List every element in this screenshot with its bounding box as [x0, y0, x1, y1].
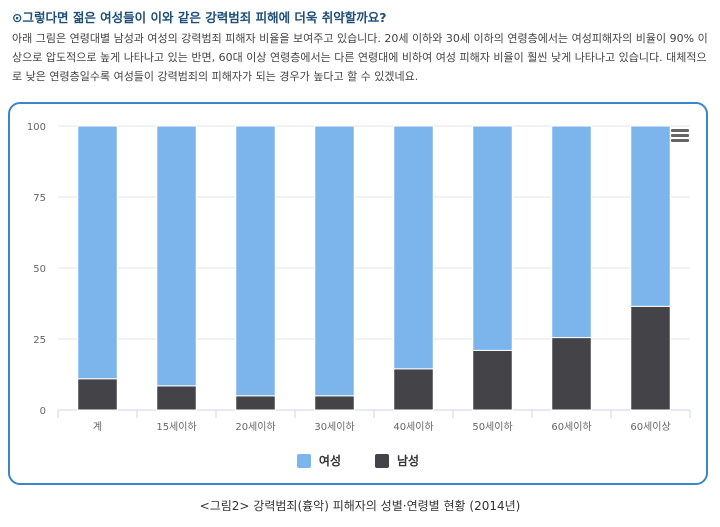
- legend-item[interactable]: 남성: [375, 452, 419, 469]
- legend-item[interactable]: 여성: [296, 452, 341, 469]
- y-tick-label: 25: [33, 335, 46, 346]
- figure-caption: <그림2> 강력범죄(흉악) 피해자의 성별·연령별 현황 (2014년): [199, 499, 521, 513]
- intro-paragraph: 아래 그림은 연령대별 남성과 여성의 강력범죄 피해자 비율을 보여주고 있습…: [12, 32, 708, 83]
- chart-container: 0 25 50 75 100 계 15세이하 20세이하 30세이하 40세이하 50세이하 60세이…: [8, 102, 708, 485]
- bar-segment: [156, 125, 197, 387]
- legend-label: 남성: [397, 454, 420, 468]
- x-tick-label: 15세이하: [156, 420, 196, 433]
- y-tick-label: 100: [27, 122, 46, 133]
- bar-segment: [551, 125, 592, 339]
- x-tick-label: 20세이하: [235, 420, 275, 433]
- bar-segment: [314, 125, 355, 397]
- section-heading: ⊙그렇다면 젊은 여성들이 이와 같은 강력범죄 피해에 더욱 취약할까요?: [12, 10, 387, 25]
- bar-segment: [156, 385, 197, 411]
- bar-segment: [235, 125, 276, 397]
- bar-segment: [472, 125, 513, 351]
- bar-segment: [630, 125, 671, 307]
- x-tick-label: 60세이하: [551, 420, 591, 433]
- x-tick-label: 50세이하: [472, 420, 512, 433]
- x-tick-label: 30세이하: [314, 420, 354, 433]
- bar-segment: [77, 125, 118, 380]
- bar-segment: [235, 395, 276, 411]
- legend-swatch: [375, 453, 389, 468]
- x-tick-label: 계: [93, 421, 102, 433]
- x-tick-label: 40세이하: [393, 420, 433, 433]
- bar-segment: [472, 349, 513, 411]
- chart-legend: 여성 남성: [10, 452, 706, 469]
- y-tick-label: 50: [33, 264, 46, 275]
- stacked-bar-chart: 0 25 50 75 100 계 15세이하 20세이하 30세이하 40세이하 50세이하 60세이…: [27, 122, 691, 433]
- bar-segment: [393, 125, 434, 370]
- bar-segment: [393, 368, 434, 411]
- bar-segment: [77, 378, 118, 411]
- legend-label: 여성: [318, 454, 341, 468]
- y-tick-label: 75: [33, 193, 46, 204]
- hamburger-menu-icon[interactable]: [671, 129, 689, 143]
- bar-segment: [551, 337, 592, 411]
- bar-segment: [630, 305, 671, 411]
- bar-segment: [314, 395, 355, 411]
- x-tick-label: 60세이상: [630, 421, 670, 433]
- y-tick-label: 0: [40, 406, 46, 417]
- legend-swatch: [296, 453, 311, 468]
